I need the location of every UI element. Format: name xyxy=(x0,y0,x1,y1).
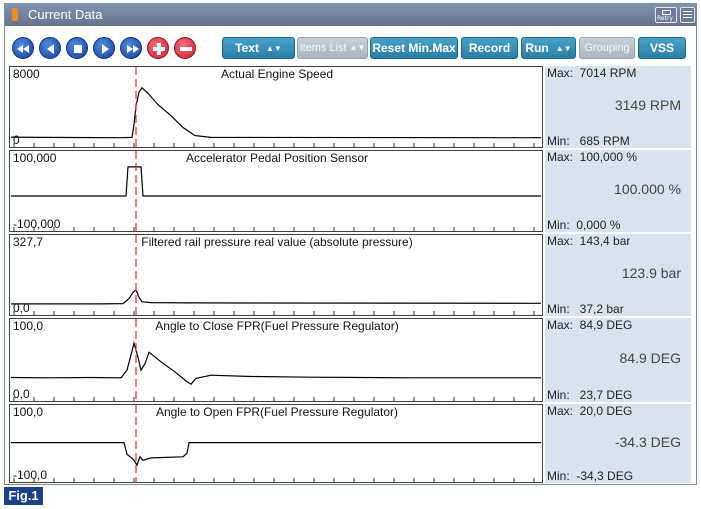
graph-canvas xyxy=(11,235,542,315)
stats-box: Max: 84,9 DEG 84.9 DEG Min: 23,7 DEG xyxy=(545,318,691,402)
y-axis-max-label: 100,0 xyxy=(13,405,44,419)
graph-plot[interactable]: Filtered rail pressure real value (absol… xyxy=(9,234,543,316)
graph-panel: Actual Engine Speed 8000 0 Max: 7014 RPM 314… xyxy=(9,66,691,148)
panel-title: Angle to Open FPR(Fuel Pressure Regulato… xyxy=(155,405,399,419)
figure-label: Fig.1 xyxy=(4,487,43,505)
current-value: -34.3 DEG xyxy=(614,434,681,450)
y-axis-max-label: 8000 xyxy=(13,67,40,81)
max-value: Max: 100,000 % xyxy=(547,150,638,164)
panel-title: Actual Engine Speed xyxy=(220,67,334,81)
y-axis-min-label: -100,000 xyxy=(13,217,61,231)
min-value: Min: 23,7 DEG xyxy=(547,388,633,402)
y-axis-max-label: 100,000 xyxy=(13,151,57,165)
updown-icon: ▲▼ xyxy=(265,44,282,53)
signal-trace xyxy=(10,86,542,139)
signal-trace xyxy=(11,288,542,305)
signal-trace xyxy=(11,166,541,197)
current-value: 3149 RPM xyxy=(614,97,681,113)
max-value: Max: 84,9 DEG xyxy=(547,318,633,332)
y-axis-min-label: -100,0 xyxy=(13,468,48,482)
record-button[interactable]: Record xyxy=(461,37,518,59)
graph-plot[interactable]: Angle to Open FPR(Fuel Pressure Regulato… xyxy=(9,404,543,483)
panel-title: Filtered rail pressure real value (absol… xyxy=(141,235,413,249)
current-value: 123.9 bar xyxy=(621,265,681,281)
text-view-label: Text xyxy=(235,41,259,55)
min-value: Min: 685 RPM xyxy=(547,134,630,148)
reset-min-max-button[interactable]: Reset Min.Max xyxy=(370,37,458,59)
items-list-select[interactable]: Items List ▲▼ xyxy=(297,37,368,59)
y-axis-min-label: 0 xyxy=(13,133,20,147)
fast-forward-icon xyxy=(127,45,139,53)
graph-panel: Accelerator Pedal Position Sensor 100,000… xyxy=(9,150,691,232)
vss-button[interactable]: VSS xyxy=(638,37,686,59)
rewind-icon xyxy=(17,45,29,53)
min-value: Min: 37,2 bar xyxy=(547,302,624,316)
items-list-label: Items List xyxy=(299,42,347,54)
graph-panel: Filtered rail pressure real value (absol… xyxy=(9,234,691,316)
min-value: Min: 0,000 % xyxy=(547,218,621,232)
stop-icon xyxy=(74,45,82,53)
window-title: Current Data xyxy=(28,7,103,22)
signal-trace xyxy=(11,441,541,467)
graph-canvas xyxy=(10,67,542,147)
minus-icon xyxy=(180,47,192,51)
fast-forward-button[interactable] xyxy=(120,37,142,59)
zoom-in-button[interactable] xyxy=(147,37,169,59)
step-back-button[interactable] xyxy=(39,37,61,59)
step-back-icon xyxy=(47,44,54,54)
run-select[interactable]: Run ▲▼ xyxy=(521,37,576,59)
graph-plot[interactable]: Accelerator Pedal Position Sensor 100,000… xyxy=(9,150,543,232)
current-value: 84.9 DEG xyxy=(619,350,681,366)
app-flag-icon xyxy=(12,8,18,21)
graph-canvas xyxy=(10,319,541,401)
stats-box: Max: 143,4 bar 123.9 bar Min: 37,2 bar xyxy=(545,234,691,316)
max-value: Max: 7014 RPM xyxy=(547,66,637,80)
graph-canvas xyxy=(11,405,541,482)
graph-plot[interactable]: Angle to Close FPR(Fuel Pressure Regulat… xyxy=(9,318,543,402)
max-value: Max: 143,4 bar xyxy=(547,234,631,248)
stats-box: Max: 20,0 DEG -34.3 DEG Min: -34,3 DEG xyxy=(545,404,691,483)
menu-icon[interactable] xyxy=(680,7,695,23)
signal-trace xyxy=(10,340,541,385)
stats-box: Max: 100,000 % 100.000 % Min: 0,000 % xyxy=(545,150,691,232)
updown-icon: ▲▼ xyxy=(349,43,366,52)
plus-icon xyxy=(153,43,165,55)
min-value: Min: -34,3 DEG xyxy=(547,469,634,483)
current-data-window: Current Data Retry Text ▲▼ Items List ▲ xyxy=(4,3,697,485)
grouping-button[interactable]: Grouping xyxy=(579,37,635,59)
title-bar: Current Data Retry xyxy=(5,4,696,26)
updown-icon: ▲▼ xyxy=(555,44,572,53)
retry-icon[interactable]: Retry xyxy=(655,7,677,23)
text-view-select[interactable]: Text ▲▼ xyxy=(222,37,295,59)
y-axis-min-label: 0,0 xyxy=(13,387,30,401)
step-forward-icon xyxy=(102,44,109,54)
max-value: Max: 20,0 DEG xyxy=(547,404,633,418)
graph-plot[interactable]: Actual Engine Speed 8000 0 xyxy=(9,66,543,148)
graph-canvas xyxy=(11,151,541,231)
panel-title: Accelerator Pedal Position Sensor xyxy=(185,151,369,165)
panel-title: Angle to Close FPR(Fuel Pressure Regulat… xyxy=(155,319,399,333)
y-axis-max-label: 327,7 xyxy=(13,235,44,249)
stop-button[interactable] xyxy=(66,37,88,59)
y-axis-min-label: 0,0 xyxy=(13,301,30,315)
retry-label: Retry xyxy=(657,15,673,22)
current-value: 100.000 % xyxy=(614,181,681,197)
graph-panel: Angle to Open FPR(Fuel Pressure Regulato… xyxy=(9,404,691,483)
stats-box: Max: 7014 RPM 3149 RPM Min: 685 RPM xyxy=(545,66,691,148)
zoom-out-button[interactable] xyxy=(174,37,196,59)
run-label: Run xyxy=(525,41,549,55)
graph-panel: Angle to Close FPR(Fuel Pressure Regulat… xyxy=(9,318,691,402)
toolbar: Text ▲▼ Items List ▲▼ Reset Min.Max Record… xyxy=(5,26,696,66)
y-axis-max-label: 100,0 xyxy=(13,319,44,333)
step-forward-button[interactable] xyxy=(93,37,115,59)
rewind-button[interactable] xyxy=(12,37,34,59)
